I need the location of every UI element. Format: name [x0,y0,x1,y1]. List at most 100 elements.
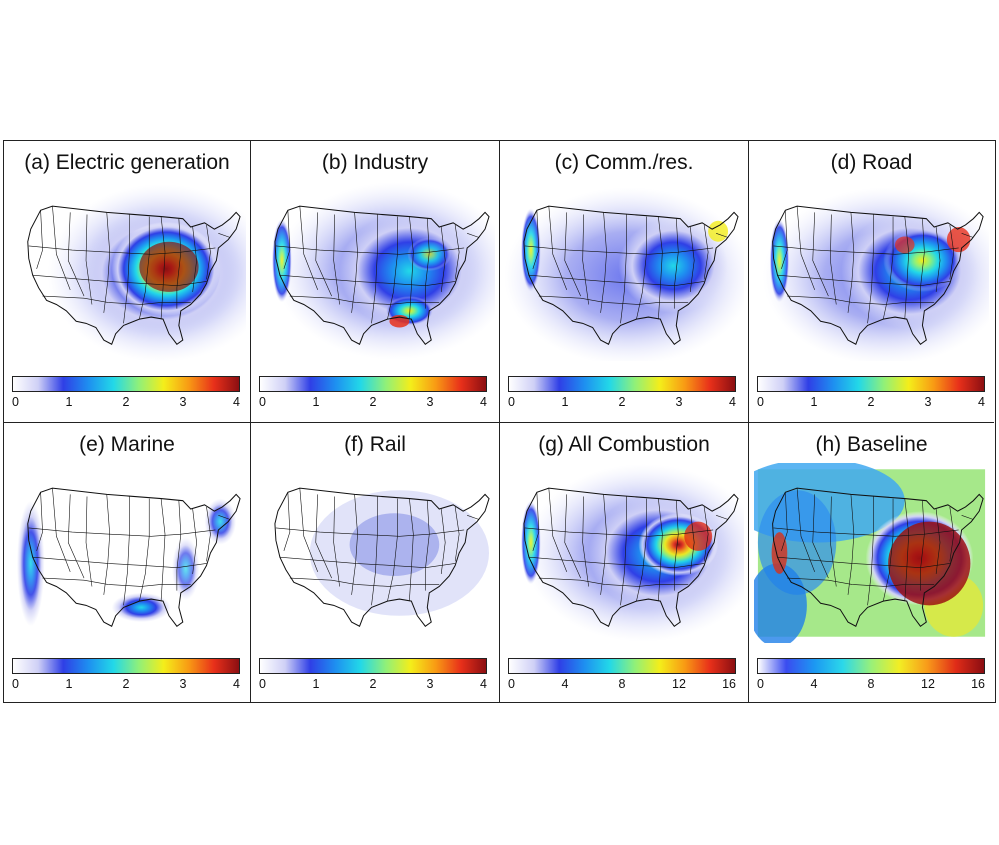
colorbar-ticks: 0 1 2 3 4 [259,677,487,693]
state-boundary [176,500,182,591]
state-boundary [32,556,207,568]
state-boundary [283,210,291,270]
colorbar [12,376,240,392]
state-boundary [454,506,460,562]
colorbar-tick-label: 3 [924,395,932,409]
colorbar-tick-label: 8 [867,677,875,691]
colorbar-tick-label: 0 [259,395,266,409]
us-outline [274,487,490,627]
state-boundary [830,214,837,305]
panel-title: (a) Electric generation [24,151,230,174]
state-boundary [673,218,679,309]
state-boundary [315,212,332,297]
colorbar-tick-label: 0 [508,395,515,409]
state-boundary [289,577,440,587]
panel-title: (f) Rail [344,433,406,456]
colorbar-ticks: 0 4 8 12 16 [757,677,985,693]
colorbar-tick-label: 2 [618,395,626,409]
state-boundary [703,224,709,280]
state-boundary [333,214,340,305]
state-boundary [600,494,607,595]
state-boundary [424,218,430,309]
concentration-map [271,182,495,360]
colorbar-tick-label: 3 [675,395,683,409]
concentration-map [762,187,989,361]
concentration-field [895,236,915,254]
state-boundary [192,227,197,292]
state-boundary [351,212,358,313]
state-boundary [935,227,941,292]
state-boundary [812,212,829,297]
state-boundary [206,506,211,562]
state-boundary [830,496,837,587]
state-boundary [538,577,689,587]
state-boundary [333,496,340,587]
state-boundary [867,496,874,606]
concentration-map [27,184,246,361]
state-boundary [812,494,829,579]
us-outline [772,487,984,627]
state-boundary [528,274,705,286]
state-boundary [904,216,910,320]
panel-title: (d) Road [830,151,913,174]
state-boundary [67,494,85,579]
colorbar-tick-label: 1 [312,677,320,691]
state-boundary [160,216,166,320]
concentration-field [769,218,790,303]
state-boundary [904,498,910,602]
state-boundary [600,212,607,313]
colorbar-tick-label: 16 [971,677,985,691]
colorbar [757,658,985,674]
concentration-field [204,498,237,545]
colorbar-ticks: 0 1 2 3 4 [12,395,240,411]
state-boundary [847,212,855,313]
state-boundary [192,509,197,574]
state-boundary [582,496,589,587]
concentration-field [16,500,45,627]
state-boundary [371,214,378,324]
state-boundary [716,515,729,520]
state-boundary [867,214,874,324]
colorbar-tick-label: 1 [312,395,320,409]
colorbar-tick-label: 4 [729,395,736,409]
state-boundary [67,212,85,297]
state-boundary [440,227,446,292]
state-boundary [673,500,679,591]
state-boundary [387,216,398,320]
state-boundary [42,295,191,305]
concentration-field [349,513,440,577]
state-boundary [658,216,663,320]
state-boundary [85,214,93,305]
concentration-map [505,187,744,361]
concentration-field [520,500,541,585]
colorbar [508,376,736,392]
panel-title: (c) Comm./res. [554,151,694,174]
state-boundary [28,245,216,255]
map-panel-industry: (b) Industry 0 1 2 3 4 [251,141,500,423]
colorbar-tick-label: 0 [757,677,764,691]
colorbar-tick-label: 1 [810,395,818,409]
concentration-field [708,220,729,242]
us-outline [27,487,241,627]
colorbar-tick-label: 0 [508,677,515,691]
state-boundary [961,233,974,238]
state-boundary [920,218,925,309]
colorbar-tick-label: 3 [179,395,187,409]
concentration-map [274,487,490,627]
map-panel-marine: (e) Marine 0 1 2 3 4 [4,423,251,702]
colorbar-tick-label: 3 [179,677,187,691]
panel-title: (g) All Combustion [538,433,710,456]
colorbar [508,658,736,674]
state-boundary [139,498,150,602]
colorbar-tick-label: 0 [259,677,266,691]
colorbar-tick-label: 4 [480,677,487,691]
state-boundary [787,577,935,587]
state-boundary [123,214,130,324]
colorbar-tick-label: 0 [12,395,19,409]
figure-grid: (a) Electric generation 0 1 2 3 4 (b) Industry… [3,140,996,703]
state-boundary [36,492,43,552]
colorbar-tick-label: 1 [65,677,73,691]
us-outline [772,205,984,345]
state-boundary [658,498,663,602]
state-boundary [409,216,414,320]
